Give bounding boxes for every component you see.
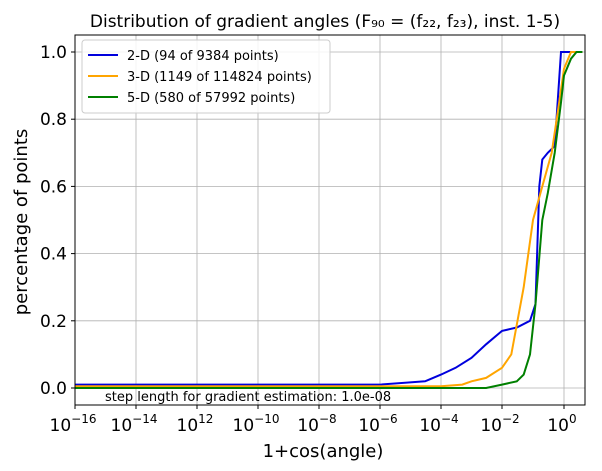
x-tick-label: 10−4: [419, 412, 458, 436]
x-tick-label: 10−8: [297, 412, 336, 436]
x-axis-title: 1+cos(angle): [263, 441, 384, 462]
y-tick-label: 0.4: [40, 245, 67, 265]
plot-frame: [74, 34, 586, 406]
x-tick-label: 10−6: [358, 412, 397, 436]
series-line-2: [75, 51, 583, 388]
y-axis-ticks: 0.0 0.2 0.4 0.6 0.8 1.0: [40, 43, 75, 399]
legend-label-1: 2-D (94 of 9384 points): [127, 49, 279, 64]
grid-lines: [74, 35, 585, 405]
y-axis-title: percentage of points: [11, 129, 32, 316]
x-tick-label: 10−2: [480, 412, 519, 436]
x-tick-label: 1012: [177, 412, 214, 436]
y-tick-label: 0.8: [40, 110, 67, 130]
x-tick-label: 10−16: [50, 412, 97, 436]
series-line-3: [75, 51, 583, 389]
step-length-annotation: step length for gradient estimation: 1.0…: [105, 390, 391, 405]
x-tick-label: 10−10: [233, 412, 280, 436]
x-axis-ticks: 10−16 10−14 1012 10−10 10−8 10−6 10−4 10−2 100: [50, 405, 577, 436]
y-tick-label: 1.0: [40, 43, 67, 63]
series-lines: [75, 51, 583, 389]
x-tick-label: 10−14: [111, 412, 158, 436]
x-tick-label: 100: [547, 412, 576, 436]
y-tick-label: 0.2: [40, 312, 67, 332]
legend-label-2: 3-D (1149 of 114824 points): [127, 70, 312, 85]
y-tick-label: 0.6: [40, 177, 67, 197]
legend: 2-D (94 of 9384 points) 3-D (1149 of 1148…: [81, 39, 331, 114]
legend-label-3: 5-D (580 of 57992 points): [127, 91, 295, 106]
legend-box: [81, 39, 331, 114]
y-tick-label: 0.0: [40, 379, 67, 399]
chart-title: Distribution of gradient angles (F₉₀ = (…: [90, 12, 560, 32]
